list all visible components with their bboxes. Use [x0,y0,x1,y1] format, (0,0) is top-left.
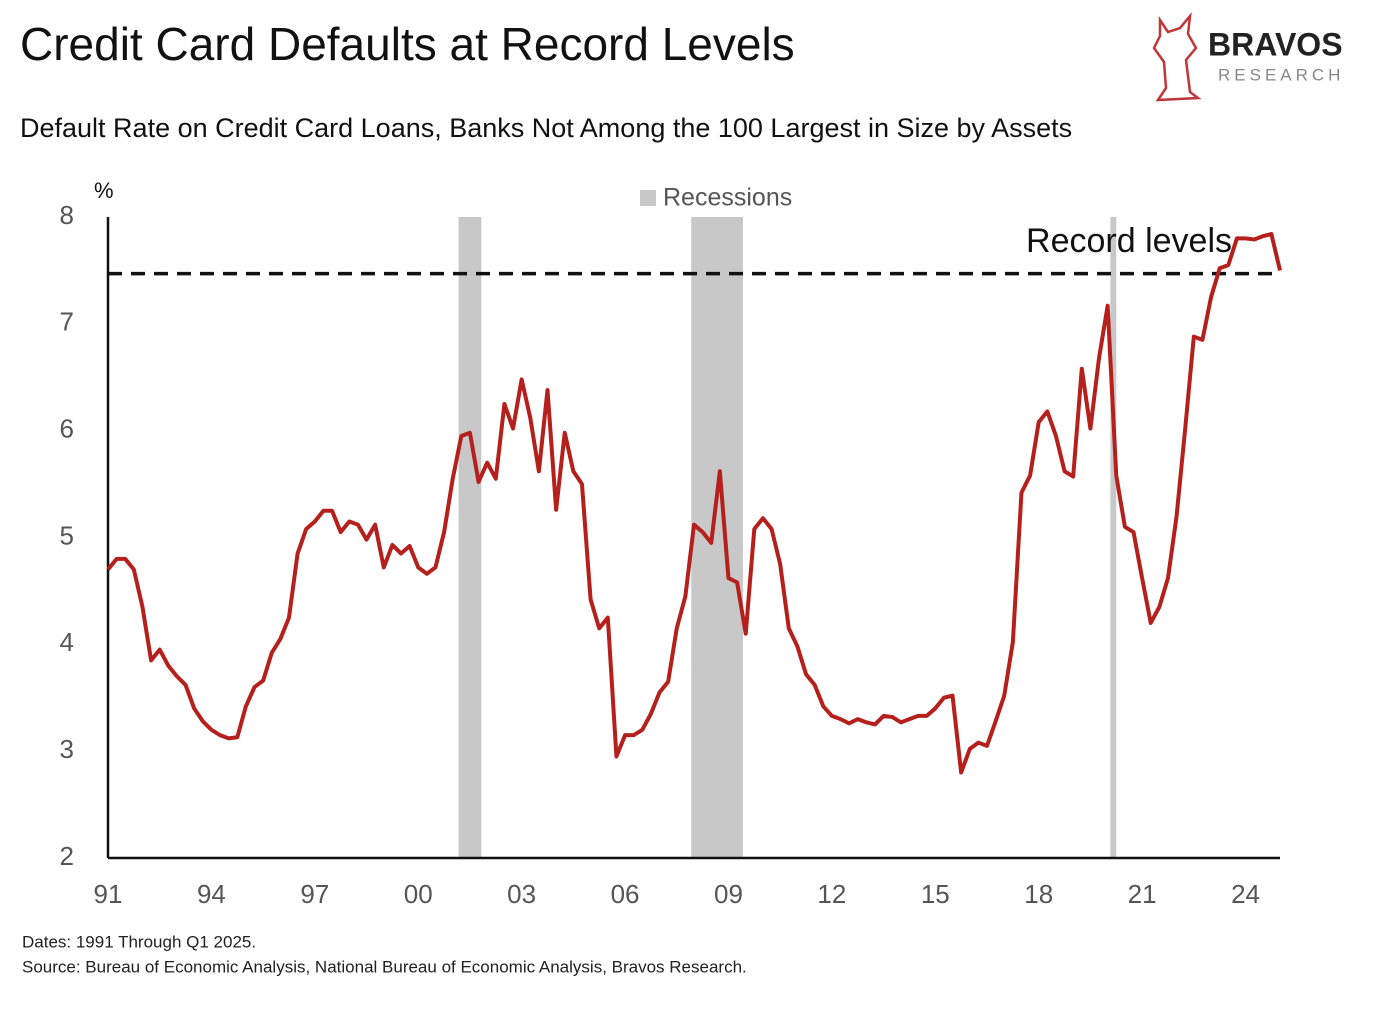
x-tick-label: 00 [404,879,433,909]
x-tick-label: 06 [611,879,640,909]
note: Dates: 1991 Through Q1 2025. [22,932,256,951]
x-tick-label: 09 [714,879,743,909]
x-tick-label: 97 [300,879,329,909]
x-tick-label: 24 [1231,879,1260,909]
y-tick-label: 3 [60,734,74,764]
annotation: Record levels [1026,222,1232,260]
recession-band [691,217,743,858]
chart-title: Credit Card Defaults at Record Levels [20,18,795,70]
x-tick-label: 03 [507,879,536,909]
note: Source: Bureau of Economic Analysis, Nat… [22,957,747,976]
y-tick-label: 5 [60,520,74,550]
recession-band [458,217,482,858]
y-tick-label: 6 [60,414,74,444]
x-tick-label: 91 [94,879,123,909]
x-tick-label: 18 [1024,879,1053,909]
x-tick-label: 21 [1128,879,1157,909]
legend-swatch [640,190,656,206]
y-tick-label: 7 [60,307,74,337]
y-unit: % [94,178,114,203]
x-tick-label: 94 [197,879,226,909]
logo-tagline: RESEARCH [1218,65,1344,84]
x-tick-label: 15 [921,879,950,909]
recession-band [1110,217,1117,858]
logo: BRAVOS RESEARCH [1152,12,1344,102]
legend-label: Recessions [663,184,792,212]
y-tick-label: 4 [60,627,74,657]
y-tick-label: 8 [60,200,74,230]
chart-subtitle: Default Rate on Credit Card Loans, Banks… [20,113,1072,143]
x-tick-label: 12 [817,879,846,909]
logo-name: BRAVOS [1208,26,1343,62]
data-line [106,232,1282,775]
y-tick-label: 2 [60,841,74,871]
logo-icon [1152,12,1202,102]
